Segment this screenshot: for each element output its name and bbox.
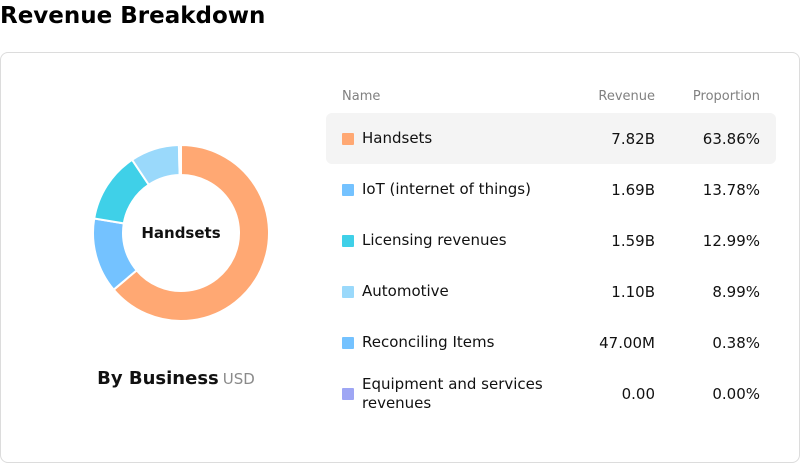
chart-caption-label: By Business	[97, 368, 219, 389]
chart-caption: By Business USD	[21, 368, 331, 389]
row-proportion: 13.78%	[702, 180, 760, 199]
donut-svg	[92, 143, 270, 322]
table-header: Name Revenue Proportion	[326, 81, 776, 113]
row-revenue: 1.69B	[611, 180, 655, 199]
table-row[interactable]: Handsets 7.82B 63.86%	[326, 113, 776, 164]
table-row[interactable]: IoT (internet of things) 1.69B 13.78%	[326, 164, 776, 215]
row-proportion: 0.00%	[712, 384, 760, 403]
row-name: Reconciling Items	[362, 333, 495, 351]
header-name[interactable]: Name	[342, 89, 381, 104]
row-proportion: 8.99%	[712, 282, 760, 301]
row-revenue: 1.59B	[611, 231, 655, 250]
row-name: Automotive	[362, 282, 449, 300]
row-proportion: 0.38%	[712, 333, 760, 352]
row-proportion: 63.86%	[702, 129, 760, 148]
table-row[interactable]: Reconciling Items 47.00M 0.38%	[326, 317, 776, 368]
row-name: IoT (internet of things)	[362, 180, 531, 198]
header-proportion[interactable]: Proportion	[692, 89, 760, 104]
table-row[interactable]: Equipment and services revenues 0.00 0.0…	[326, 368, 776, 419]
legend-swatch	[342, 235, 354, 247]
row-name: Licensing revenues	[362, 231, 507, 249]
row-revenue: 7.82B	[611, 129, 655, 148]
legend-swatch	[342, 133, 354, 145]
donut-slice-4[interactable]	[177, 143, 182, 177]
legend-swatch	[342, 286, 354, 298]
legend-swatch	[342, 388, 354, 400]
row-revenue: 1.10B	[611, 282, 655, 301]
legend-swatch	[342, 337, 354, 349]
row-name: Equipment and services revenues	[362, 374, 543, 412]
row-name: Handsets	[362, 129, 433, 147]
breakdown-table: Name Revenue Proportion Handsets 7.82B 6…	[326, 81, 776, 419]
row-revenue: 0.00	[621, 384, 655, 403]
currency-label: USD	[222, 370, 255, 388]
table-row[interactable]: Automotive 1.10B 8.99%	[326, 266, 776, 317]
donut-slice-0[interactable]	[112, 143, 270, 322]
table-row[interactable]: Licensing revenues 1.59B 12.99%	[326, 215, 776, 266]
donut-chart: Handsets	[91, 143, 271, 323]
legend-swatch	[342, 184, 354, 196]
page-title: Revenue Breakdown	[0, 3, 266, 29]
donut-center-label: Handsets	[141, 224, 221, 242]
row-proportion: 12.99%	[702, 231, 760, 250]
revenue-card: Handsets By Business USD Name Revenue Pro…	[0, 52, 800, 463]
row-revenue: 47.00M	[599, 333, 655, 352]
header-revenue[interactable]: Revenue	[598, 89, 655, 104]
